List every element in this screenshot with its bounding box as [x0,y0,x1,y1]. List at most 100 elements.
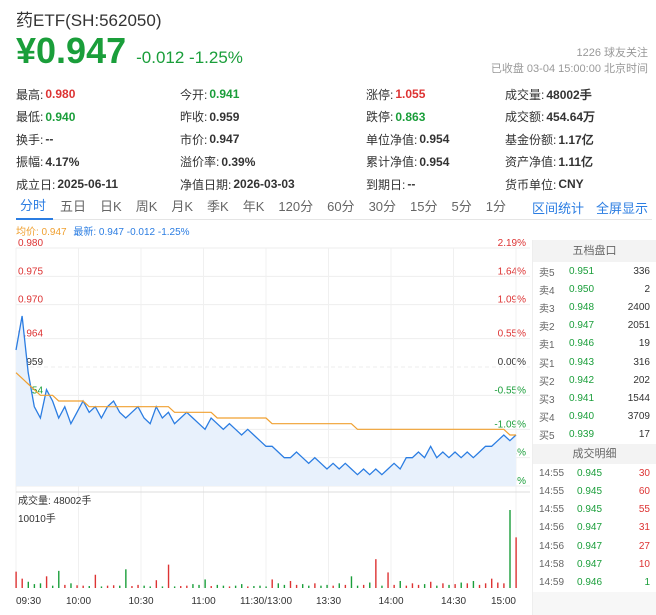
period-tabs: 分时 五日 日K 周K 月K 季K 年K 120分 60分 30分 15分 5分 1分 区间统计 全屏显示 [16,196,652,220]
stat-value: 0.940 [45,109,76,124]
volume-bar [241,584,243,588]
tab-9[interactable]: 30分 [368,199,397,214]
order-volume: 336 [633,265,650,277]
stat-label: 成交额: [505,110,545,125]
stat-value: 48002手 [546,87,592,102]
intraday-chart-svg: 0.980 2.19% 0.975 1.64% 0.970 1.09% 0.964 0.55%… [15,238,530,607]
volume-bar [167,564,170,588]
volume-bar [39,583,42,588]
volume-bar [155,580,158,588]
volume-bar [137,584,139,588]
order-price: 0.948 [569,301,595,313]
trade-row: 14:56 0.947 31 [533,518,656,538]
volume-bar [234,585,237,588]
trade-row: 14:55 0.945 30 [533,463,656,483]
trade-volume: 10 [638,559,650,570]
volume-bar [82,585,84,588]
volume-bar [259,585,261,588]
stat-value: 2025-06-11 [57,177,119,192]
order-book-row: 卖1 0.946 19 [533,334,656,353]
order-price: 0.939 [569,429,595,441]
volume-bar [161,586,164,588]
stat-item: 换手: -- [16,131,180,148]
stat-item: 成立日: 2025-06-11 [16,176,180,193]
y-tick-right-label: 0.55% [498,329,526,340]
order-price: 0.951 [569,265,595,277]
avg-price-legend: 均价: 0.947 [16,227,67,238]
stat-item: 最低: 0.940 [16,108,180,125]
volume-bar [381,585,383,588]
volume-bar [27,581,29,588]
order-book-row: 卖4 0.950 2 [533,280,656,299]
stats-row: 振幅: 4.17% 溢价率: 0.39% 累计净值: 0.954 资产净值: 1.11亿 [16,151,648,174]
stat-item: 昨收: 0.959 [180,108,366,125]
tab-5[interactable]: 季K [207,199,229,214]
tab-2[interactable]: 日K [100,199,122,214]
volume-max-label: 10010手 [18,512,56,525]
volume-bar [70,583,72,588]
tab-3[interactable]: 周K [135,199,158,214]
stat-item: 涨停: 1.055 [366,86,505,103]
tab-4[interactable]: 月K [171,199,194,214]
y-tick-label: 0.980 [18,238,43,249]
tab-12[interactable]: 1分 [485,199,506,214]
fullscreen-link[interactable]: 全屏显示 [595,201,648,216]
order-label: 卖2 [539,322,555,334]
volume-bar [216,584,219,588]
y-tick-right-label: 1.64% [498,266,526,277]
tab-7[interactable]: 120分 [278,199,314,214]
price-line [15,315,517,476]
order-volume: 2 [644,283,650,295]
stat-item: 今开: 0.941 [180,86,366,103]
trade-price: 0.947 [577,522,603,534]
volume-bar [131,586,133,588]
volume-bar [112,585,115,588]
stat-item: 货币单位: CNY [505,176,648,193]
stat-value: 0.947 [209,132,240,147]
volume-bar [387,572,389,588]
x-tick-label: 11:30/13:00 [240,596,293,607]
stat-label: 到期日: [366,177,406,192]
stat-label: 基金份额: [505,132,557,147]
volume-legend: 成交量: 48002手 [18,494,91,507]
y-tick-right-label: 0.00% [498,357,526,368]
tab-10[interactable]: 15分 [410,199,438,214]
trade-volume: 55 [638,504,650,516]
stat-value: -- [407,177,416,192]
order-label: 买3 [539,394,555,406]
volume-bar [21,578,23,588]
tab-1[interactable]: 五日 [60,199,87,214]
volume-bar [509,510,511,588]
stat-item: 到期日: -- [366,176,505,193]
stat-label: 单位净值: [366,132,418,147]
tab-6[interactable]: 年K [242,199,265,214]
stat-label: 资产净值: [505,155,557,170]
stat-label: 昨收: [180,110,208,125]
volume-bar [393,584,395,588]
volume-bar [375,559,377,588]
tab-0[interactable]: 分时 [16,195,54,220]
tab-11[interactable]: 5分 [451,199,472,214]
stat-value: 0.863 [395,109,426,124]
current-price: ¥0.947 [16,30,127,71]
trade-row: 14:58 0.947 10 [533,555,656,574]
volume-bar [484,583,487,588]
stats-row: 最低: 0.940 昨收: 0.959 跌停: 0.863 成交额: 454.64万 [16,106,648,129]
stat-value: 0.980 [45,87,76,102]
volume-bar [265,586,267,588]
volume-bar [125,569,127,588]
latest-price-legend: 最新: 0.947 -0.012 -1.25% [73,227,190,238]
stat-value: 0.39% [221,154,256,169]
stat-item: 净值日期: 2026-03-03 [180,176,366,193]
stat-item: 跌停: 0.863 [366,108,505,125]
stat-value: 0.954 [419,132,450,147]
volume-bar [460,582,462,588]
volume-bar [338,583,340,588]
volume-bar [442,583,444,588]
trade-time: 14:55 [539,485,565,497]
volume-bar [143,585,145,588]
tab-8[interactable]: 60分 [327,199,355,214]
intraday-chart[interactable]: 0.980 2.19% 0.975 1.64% 0.970 1.09% 0.964 0.55%… [0,236,532,615]
range-stats-link[interactable]: 区间统计 [531,201,584,216]
x-tick-label: 15:00 [491,596,516,607]
